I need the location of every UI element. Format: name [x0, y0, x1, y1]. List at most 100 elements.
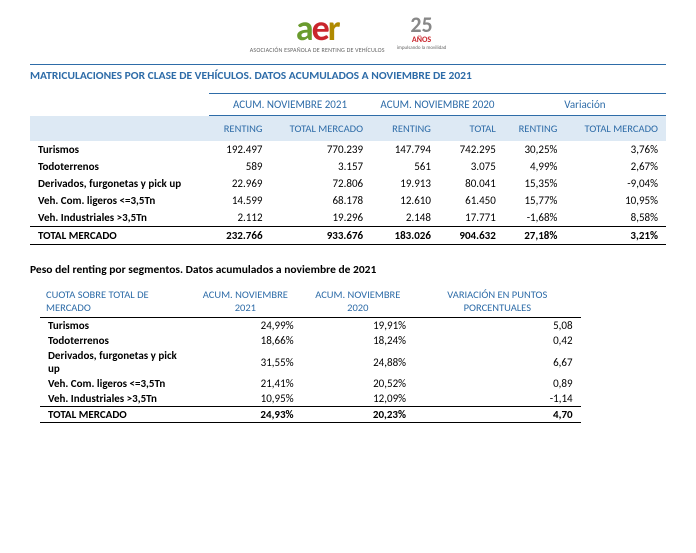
data-cell: 61.450 — [439, 192, 504, 209]
row-label: Derivados, furgonetas y pick up — [40, 348, 189, 376]
table-row: Todoterrenos5893.1575613.0754,99%2,67% — [30, 158, 666, 175]
sub-header-row: RENTING TOTAL MERCADO RENTING TOTAL RENT… — [30, 116, 666, 142]
sub-header-cell: TOTAL MERCADO — [271, 116, 372, 142]
sub-header-cell: RENTING — [371, 116, 439, 142]
table-renting-share: CUOTA SOBRE TOTAL DE MERCADO ACUM. NOVIE… — [40, 285, 581, 423]
logo-aer-subtitle: ASOCIACIÓN ESPAÑOLA DE RENTING DE VEHÍCU… — [250, 46, 385, 54]
data-cell: 22.969 — [209, 175, 271, 192]
data-cell: 19.296 — [271, 209, 372, 227]
row-label: Todoterrenos — [40, 333, 189, 348]
data-cell: 0,89 — [414, 376, 581, 391]
logo-area: aer ASOCIACIÓN ESPAÑOLA DE RENTING DE VE… — [30, 12, 666, 54]
data-cell: 3.157 — [271, 158, 372, 175]
data-cell: 6,67 — [414, 348, 581, 376]
data-cell: 2.112 — [209, 209, 271, 227]
data-cell: 192.497 — [209, 141, 271, 158]
data-cell: 24,93% — [189, 407, 301, 423]
data-cell: 904.632 — [439, 227, 504, 245]
data-cell: 10,95% — [565, 192, 666, 209]
data-cell: 589 — [209, 158, 271, 175]
table-row: Veh. Com. ligeros <=3,5Tn14.59968.17812.… — [30, 192, 666, 209]
data-cell: 14.599 — [209, 192, 271, 209]
row-label: TOTAL MERCADO — [30, 227, 209, 245]
data-cell: 19.913 — [371, 175, 439, 192]
table2-header-row: CUOTA SOBRE TOTAL DE MERCADO ACUM. NOVIE… — [40, 285, 581, 318]
row-label: Todoterrenos — [30, 158, 209, 175]
section-title-2: Peso del renting por segmentos. Datos ac… — [30, 263, 666, 277]
row-label: Turismos — [30, 141, 209, 158]
group-header-row: ACUM. NOVIEMBRE 2021 ACUM. NOVIEMBRE 202… — [30, 94, 666, 116]
data-cell: 72.806 — [271, 175, 372, 192]
logo-25-anos: AÑOS — [397, 35, 447, 45]
data-cell: 147.794 — [371, 141, 439, 158]
sub-header-blank — [30, 116, 209, 142]
data-cell: 2,67% — [565, 158, 666, 175]
table-row: Derivados, furgonetas y pick up22.96972.… — [30, 175, 666, 192]
data-cell: 10,95% — [189, 391, 301, 407]
table2-head-left: CUOTA SOBRE TOTAL DE MERCADO — [40, 285, 189, 318]
data-cell: 12.610 — [371, 192, 439, 209]
data-cell: 770.239 — [271, 141, 372, 158]
data-cell: 31,55% — [189, 348, 301, 376]
logo-aer: aer ASOCIACIÓN ESPAÑOLA DE RENTING DE VE… — [250, 12, 385, 54]
data-cell: -9,04% — [565, 175, 666, 192]
data-cell: 561 — [371, 158, 439, 175]
data-cell: 68.178 — [271, 192, 372, 209]
data-cell: 0,42 — [414, 333, 581, 348]
row-label: Veh. Industriales >3,5Tn — [40, 391, 189, 407]
table-row: Turismos192.497770.239147.794742.29530,2… — [30, 141, 666, 158]
data-cell: 24,88% — [302, 348, 414, 376]
logo-25-sub: impulsando la movilidad — [397, 45, 447, 51]
group-header-variation: Variación — [504, 94, 666, 116]
table-row: Todoterrenos18,66%18,24%0,42 — [40, 333, 581, 348]
data-cell: 3.075 — [439, 158, 504, 175]
data-cell: 20,23% — [302, 407, 414, 423]
data-cell: 17.771 — [439, 209, 504, 227]
sub-header-cell: TOTAL MERCADO — [565, 116, 666, 142]
data-cell: 933.676 — [271, 227, 372, 245]
table-row: Veh. Industriales >3,5Tn2.11219.2962.148… — [30, 209, 666, 227]
data-cell: 3,21% — [565, 227, 666, 245]
data-cell: 24,99% — [189, 318, 301, 334]
row-label: Turismos — [40, 318, 189, 334]
group-header-2021: ACUM. NOVIEMBRE 2021 — [209, 94, 371, 116]
table2-head-col: VARIACIÓN EN PUNTOS PORCENTUALES — [414, 285, 581, 318]
data-cell: 19,91% — [302, 318, 414, 334]
data-cell: 8,58% — [565, 209, 666, 227]
section-title-1: MATRICULACIONES POR CLASE DE VEHÍCULOS. … — [30, 64, 666, 83]
data-cell: 15,77% — [504, 192, 566, 209]
total-row: TOTAL MERCADO232.766933.676183.026904.63… — [30, 227, 666, 245]
data-cell: 4,99% — [504, 158, 566, 175]
table-row: Derivados, furgonetas y pick up31,55%24,… — [40, 348, 581, 376]
logo-aer-text: aer — [250, 12, 385, 44]
data-cell: 183.026 — [371, 227, 439, 245]
logo-25-years: 25 AÑOS impulsando la movilidad — [397, 15, 447, 51]
table-row: Turismos24,99%19,91%5,08 — [40, 318, 581, 334]
group-header-2020: ACUM. NOVIEMBRE 2020 — [371, 94, 504, 116]
sub-header-cell: RENTING — [504, 116, 566, 142]
data-cell: -1,68% — [504, 209, 566, 227]
spacer-cell — [30, 94, 209, 116]
data-cell: 4,70 — [414, 407, 581, 423]
data-cell: 80.041 — [439, 175, 504, 192]
data-cell: 21,41% — [189, 376, 301, 391]
table2-head-col: ACUM. NOVIEMBRE 2020 — [302, 285, 414, 318]
table2-head-col: ACUM. NOVIEMBRE 2021 — [189, 285, 301, 318]
data-cell: -1,14 — [414, 391, 581, 407]
data-cell: 18,66% — [189, 333, 301, 348]
data-cell: 742.295 — [439, 141, 504, 158]
row-label: Veh. Com. ligeros <=3,5Tn — [30, 192, 209, 209]
data-cell: 20,52% — [302, 376, 414, 391]
row-label: TOTAL MERCADO — [40, 407, 189, 423]
row-label: Derivados, furgonetas y pick up — [30, 175, 209, 192]
data-cell: 30,25% — [504, 141, 566, 158]
data-cell: 232.766 — [209, 227, 271, 245]
data-cell: 27,18% — [504, 227, 566, 245]
table-registrations: ACUM. NOVIEMBRE 2021 ACUM. NOVIEMBRE 202… — [30, 93, 666, 245]
sub-header-cell: RENTING — [209, 116, 271, 142]
data-cell: 5,08 — [414, 318, 581, 334]
table-row: Veh. Industriales >3,5Tn10,95%12,09%-1,1… — [40, 391, 581, 407]
data-cell: 15,35% — [504, 175, 566, 192]
logo-25-number: 25 — [397, 15, 447, 35]
data-cell: 12,09% — [302, 391, 414, 407]
